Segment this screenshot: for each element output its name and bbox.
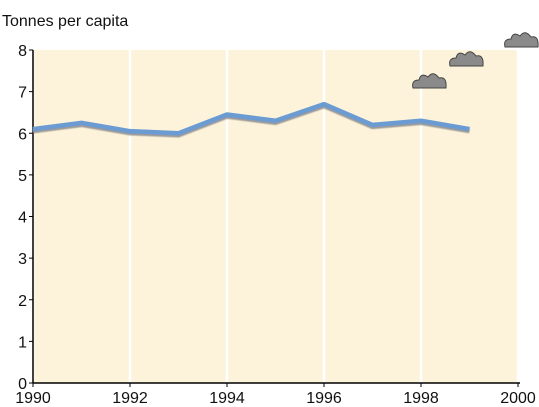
x-tick-label: 2000 [500,390,536,407]
y-tick-label: 2 [18,293,27,310]
y-axis-label: Tonnes per capita [2,13,128,30]
y-tick-label: 7 [18,85,27,102]
cloud-icon [505,33,539,47]
y-tick-label: 6 [18,126,27,143]
x-tick-label: 1996 [306,390,342,407]
x-tick-label: 1998 [403,390,439,407]
y-tick-label: 8 [18,43,27,60]
plot-background [33,50,518,383]
chart: Tonnes per capita 1990199219941996199820… [0,0,539,407]
y-tick-label: 0 [18,376,27,393]
x-tick-label: 1994 [209,390,245,407]
page: {"chart_data": {"type": "line", "y_label… [0,0,539,407]
y-tick-label: 5 [18,168,27,185]
y-tick-label: 3 [18,251,27,268]
y-tick-label: 4 [18,210,27,227]
x-tick-label: 1992 [112,390,148,407]
y-tick-label: 1 [18,334,27,351]
